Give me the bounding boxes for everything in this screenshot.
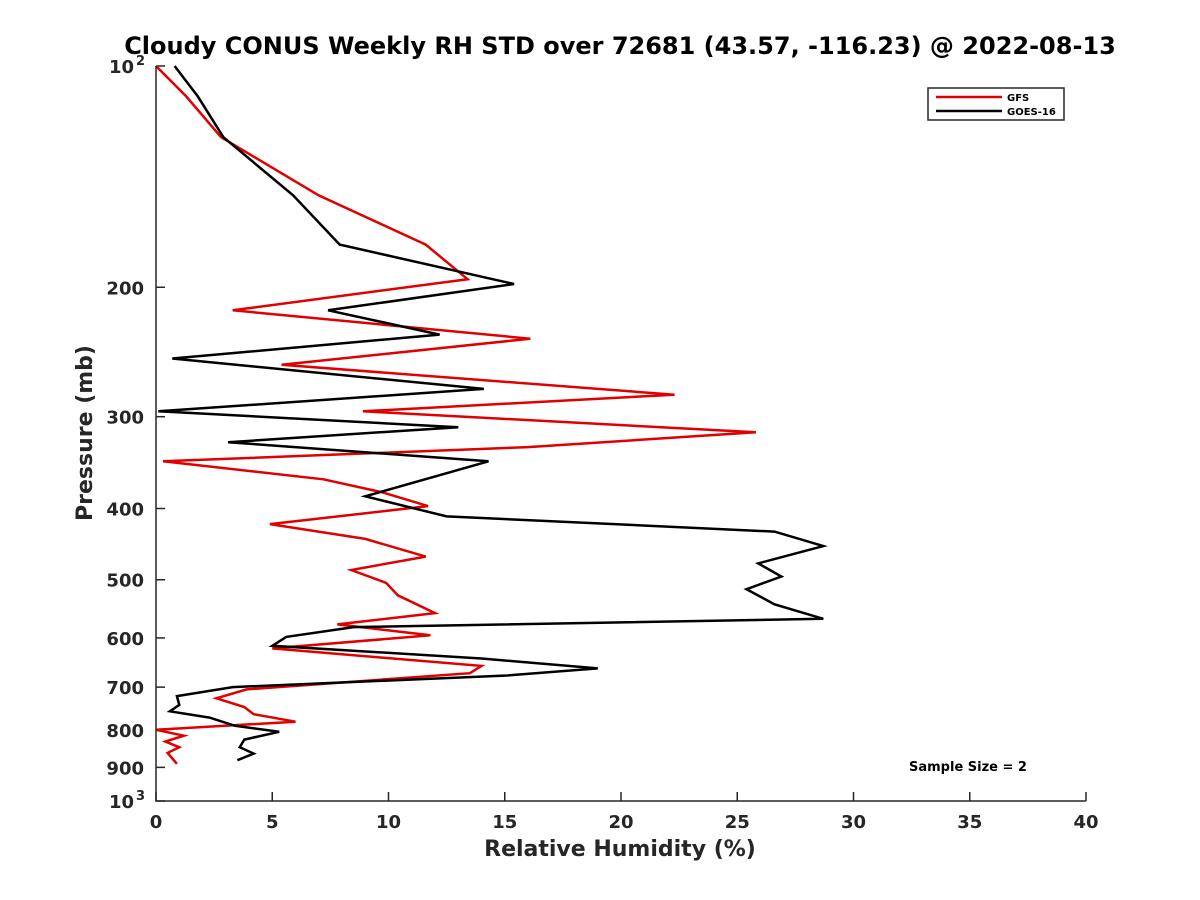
- y-tick-label: 500: [106, 571, 144, 592]
- y-tick-label: 900: [106, 758, 144, 779]
- y-axis-label: Pressure (mb): [73, 345, 98, 521]
- chart-title: Cloudy CONUS Weekly RH STD over 72681 (4…: [124, 32, 1116, 60]
- x-tick-label: 35: [957, 812, 982, 833]
- legend-box: [927, 87, 1065, 121]
- y-tick-exponent: 2: [136, 54, 145, 69]
- x-tick-label: 0: [150, 812, 163, 833]
- x-tick-label: 25: [725, 812, 750, 833]
- x-tick-label: 40: [1073, 812, 1098, 833]
- y-tick-label: 300: [106, 408, 144, 429]
- y-tick-label: 600: [106, 629, 144, 650]
- series-line-gfs: [155, 65, 756, 765]
- y-tick-label: 800: [106, 721, 144, 742]
- x-axis-label: Relative Humidity (%): [484, 837, 756, 862]
- x-tick-label: 20: [608, 812, 633, 833]
- y-tick-label: 10: [109, 57, 134, 78]
- plot-area: 0 5 10 15 20 25 30 35 40 10 220030040050060070080…: [106, 54, 1098, 833]
- x-axis-ticks: 0 5 10 15 20 25 30 35 40: [150, 792, 1099, 833]
- x-tick-label: 5: [266, 812, 279, 833]
- legend-label-goes16: GOES-16: [1007, 107, 1056, 118]
- series-line-goes16: [158, 65, 828, 762]
- x-tick-label: 10: [376, 812, 401, 833]
- x-tick-label: 30: [841, 812, 866, 833]
- axes-lines: [155, 66, 1086, 802]
- sample-size-annotation: Sample Size = 2: [909, 760, 1027, 775]
- y-tick-label: 700: [106, 678, 144, 699]
- y-tick-exponent: 3: [136, 789, 145, 804]
- y-tick-label: 200: [106, 278, 144, 299]
- y-tick-label: 400: [106, 500, 144, 521]
- legend: GFS GOES-16: [927, 87, 1065, 121]
- legend-label-gfs: GFS: [1007, 93, 1029, 104]
- y-tick-label: 10: [109, 792, 134, 813]
- series-layer: [155, 65, 828, 765]
- x-tick-label: 15: [492, 812, 517, 833]
